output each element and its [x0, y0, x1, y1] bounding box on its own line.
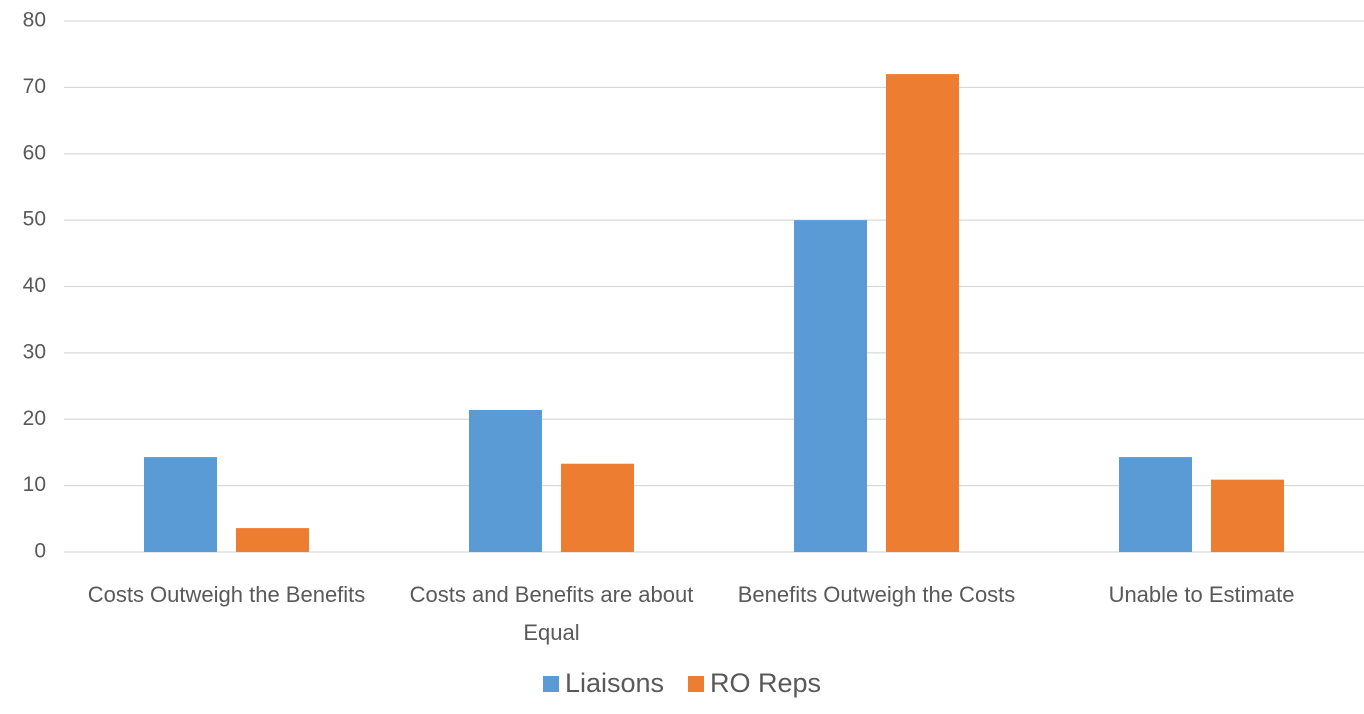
bar: [469, 409, 542, 552]
legend-item: Liaisons: [542, 668, 664, 699]
y-tick-label: 40: [23, 274, 46, 297]
y-tick-label: 0: [34, 540, 46, 563]
bar: [561, 463, 634, 552]
x-tick-label: Benefits Outweigh the Costs: [737, 582, 1016, 607]
bar: [794, 220, 867, 552]
bar: [144, 457, 217, 552]
x-tick-label: Costs and Benefits are about Equal: [409, 582, 694, 645]
y-tick-label: 20: [23, 407, 46, 430]
legend-label: RO Reps: [710, 668, 822, 698]
y-tick-label: 70: [23, 75, 46, 98]
y-tick-label: 10: [23, 473, 46, 496]
legend: Liaisons RO Reps: [0, 668, 1364, 699]
x-tick-label: Costs Outweigh the Benefits: [87, 582, 366, 607]
y-tick-label: 30: [23, 340, 46, 363]
legend-swatch: [688, 675, 704, 692]
y-tick-label: 50: [23, 208, 46, 231]
x-tick-label: Unable to Estimate: [1108, 582, 1295, 607]
y-tick-label: 80: [23, 9, 46, 32]
legend-label: Liaisons: [564, 668, 664, 698]
legend-swatch: [542, 675, 559, 692]
bar: [886, 74, 959, 552]
y-tick-label: 60: [23, 141, 46, 164]
legend-item: RO Reps: [688, 668, 821, 699]
bar: [1119, 457, 1192, 552]
bar: [1211, 479, 1284, 552]
bar: [236, 528, 309, 552]
